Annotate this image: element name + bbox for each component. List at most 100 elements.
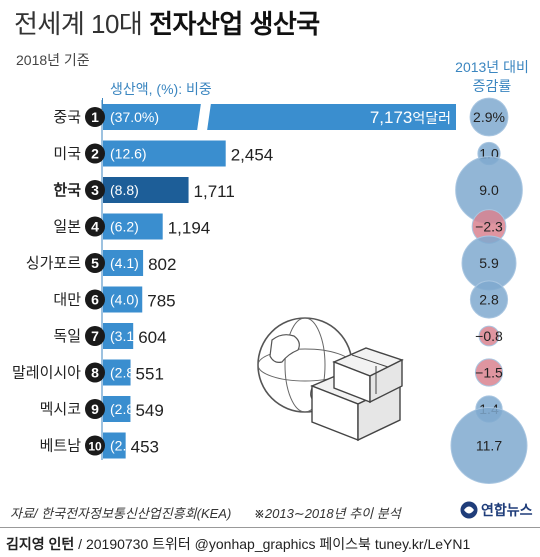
bar <box>103 104 456 130</box>
bar <box>103 286 143 313</box>
growth-bubble <box>474 358 504 387</box>
growth-bubble <box>478 325 500 347</box>
category-label: 싱가포르 <box>26 255 81 272</box>
value-label: 1,711 <box>194 182 235 201</box>
rank-badge <box>85 326 105 346</box>
rank-number: 1 <box>91 109 99 125</box>
rank-number: 5 <box>91 255 99 271</box>
category-label: 한국 <box>53 182 81 199</box>
growth-label-line1: 2013년 대비 <box>455 59 529 75</box>
credit-details: / 20190730 트위터 @yonhap_graphics 페이스북 tun… <box>74 536 471 552</box>
rank-badge <box>85 253 105 273</box>
growth-label: −1.5 <box>475 365 503 381</box>
rank-number: 6 <box>91 292 99 308</box>
growth-label: 9.0 <box>479 182 499 198</box>
share-label: (12.6) <box>110 146 147 162</box>
rank-number: 10 <box>88 440 102 454</box>
credit-line: 김지영 인턴 / 20190730 트위터 @yonhap_graphics 페… <box>6 534 470 554</box>
bar-chart: 2.9%1.09.0−2.35.92.8−0.8−1.51.411.7 중국1(… <box>12 97 528 484</box>
category-label: 베트남 <box>40 438 82 455</box>
category-label: 멕시코 <box>40 401 81 418</box>
bar <box>103 323 134 349</box>
rank-badge <box>85 289 105 310</box>
value-label: 604 <box>138 328 166 347</box>
value-label: 802 <box>148 255 176 274</box>
rank-badge <box>85 216 105 237</box>
category-label: 중국 <box>53 109 81 126</box>
bar <box>103 250 144 276</box>
share-label: (2.3) <box>110 438 139 454</box>
share-label: (4.0) <box>110 292 139 308</box>
growth-label: 5.9 <box>479 255 499 271</box>
bar <box>103 396 131 422</box>
growth-bubbles: 2.9%1.09.0−2.35.92.8−0.8−1.51.411.7 <box>450 97 528 484</box>
share-label: (2.8) <box>110 365 139 381</box>
growth-label: 2.8 <box>479 292 499 308</box>
value-label: 7,173억달러 <box>370 108 451 127</box>
share-legend-label: 생산액, (%): 비중 <box>110 81 212 97</box>
share-label: (3.1) <box>110 328 139 344</box>
source-note: 자료/ 한국전자정보통신산업진흥회(KEA) <box>10 506 232 521</box>
credit-author: 김지영 인턴 <box>6 536 75 552</box>
share-label: (2.8) <box>110 401 139 417</box>
growth-label: −2.3 <box>475 219 503 235</box>
growth-bubble <box>469 97 509 137</box>
period-note: ※2013∼2018년 추이 분석 <box>254 506 401 521</box>
rank-badge <box>85 362 105 383</box>
category-label: 독일 <box>53 328 81 345</box>
share-label: (4.1) <box>110 255 139 271</box>
logo-text: 연합뉴스 <box>481 502 533 518</box>
value-label: 1,194 <box>168 219 211 238</box>
bar <box>103 432 126 459</box>
rank-badge <box>85 107 105 127</box>
rank-badge <box>85 143 105 164</box>
publisher-logo: 연합뉴스 <box>460 500 533 520</box>
category-label: 말레이시아 <box>12 365 81 382</box>
bar <box>103 140 226 167</box>
value-label: 551 <box>136 365 164 384</box>
value-label: 785 <box>147 292 175 311</box>
rank-number: 8 <box>91 365 99 381</box>
growth-label: 2.9% <box>473 109 505 125</box>
rank-number: 3 <box>91 182 99 198</box>
boxes-illustration <box>310 347 404 442</box>
rank-number: 9 <box>91 401 99 417</box>
value-label: 453 <box>131 438 159 457</box>
category-label: 미국 <box>53 146 81 163</box>
bar <box>103 177 189 203</box>
rank-number: 2 <box>91 146 99 162</box>
growth-legend-label: 2013년 대비 증감률 <box>448 58 536 96</box>
value-label: 549 <box>135 401 163 420</box>
rank-number: 4 <box>91 219 99 235</box>
globe-land <box>269 334 300 363</box>
yonhap-logo-icon <box>460 501 478 519</box>
rank-badge <box>85 180 105 200</box>
value-label: 2,454 <box>231 146 274 165</box>
rank-badge <box>85 399 105 419</box>
axis-break <box>197 103 211 131</box>
rank-number: 7 <box>91 328 99 344</box>
subtitle: 2018년 기준 <box>16 52 90 68</box>
globe-meridian <box>284 317 326 413</box>
title-light: 전세계 10대 <box>14 9 143 39</box>
growth-label-line2: 증감률 <box>472 78 512 94</box>
title-bold: 전자산업 생산국 <box>149 9 320 39</box>
page-title: 전세계 10대 전자산업 생산국 <box>14 4 320 41</box>
box-strap <box>351 354 389 394</box>
bar <box>103 359 131 386</box>
share-label: (6.2) <box>110 219 139 235</box>
category-label: 일본 <box>53 219 81 236</box>
growth-label: −0.8 <box>475 328 503 344</box>
value-unit: 억달러 <box>412 110 451 126</box>
footer-divider <box>0 527 540 528</box>
growth-bubble <box>469 280 509 319</box>
growth-label: 11.7 <box>476 438 502 454</box>
share-label: (37.0%) <box>110 109 159 125</box>
box-top-side <box>369 358 403 404</box>
category-label: 대만 <box>53 292 81 309</box>
value-number: 7,173 <box>370 108 413 127</box>
bar <box>103 213 163 240</box>
share-label: (8.8) <box>110 182 139 198</box>
rank-badge <box>85 435 105 456</box>
